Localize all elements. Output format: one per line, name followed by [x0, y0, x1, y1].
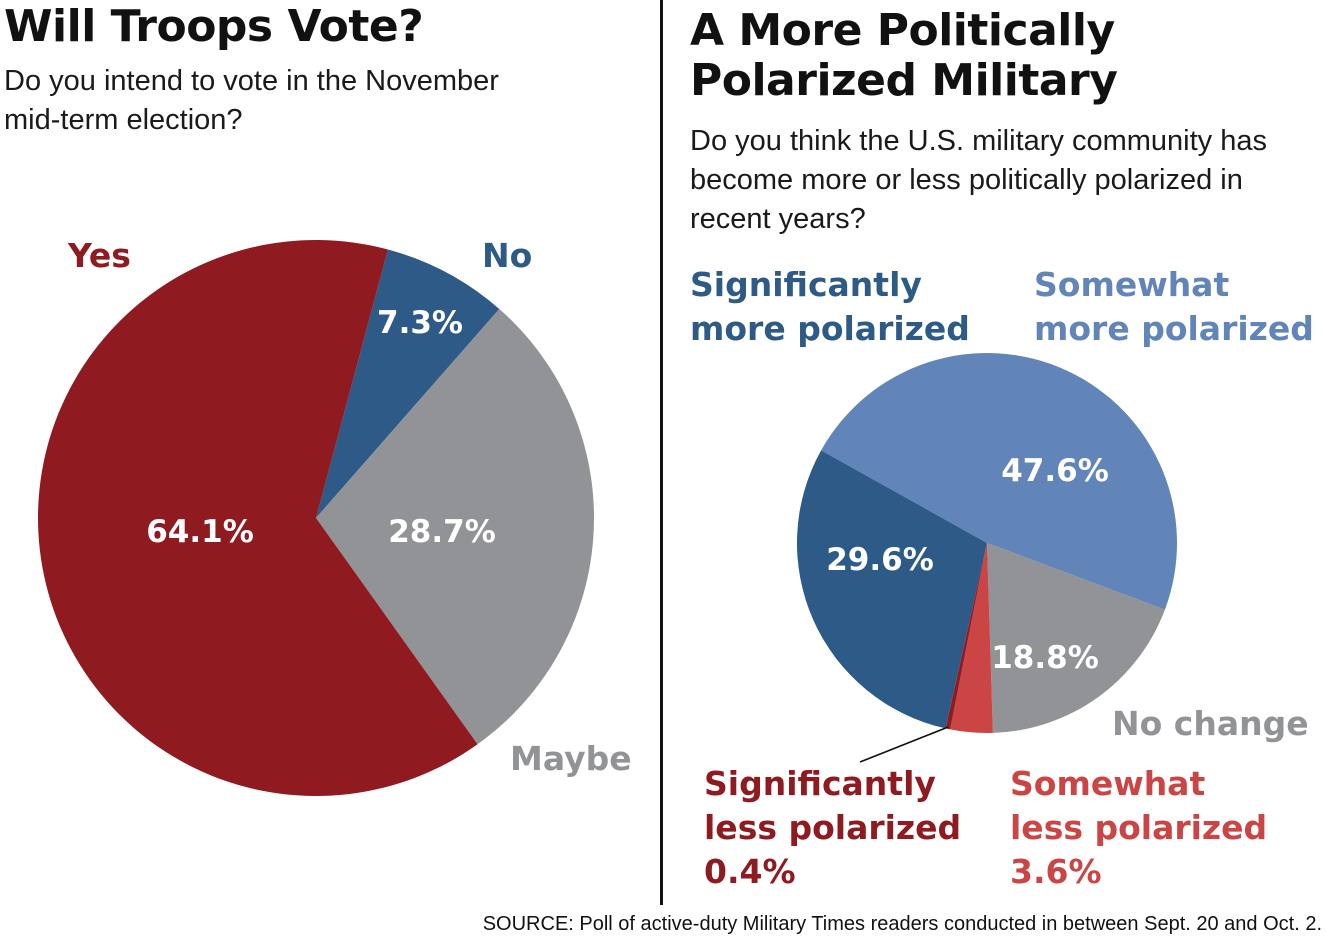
chart1-title: Will Troops Vote?: [4, 1, 424, 52]
chart2-pct-label: 18.8%: [991, 640, 1099, 676]
chart2-slice-no-change: [987, 543, 1165, 733]
source-note: SOURCE: Poll of active-duty Military Tim…: [482, 913, 1322, 935]
chart2-pct-label: 47.6%: [1001, 453, 1109, 489]
chart1-slice-yes: [37, 239, 478, 796]
chart2-category-label: Somewhat less polarized 3.6%: [1010, 764, 1267, 891]
chart2-slice-somewhat-more-polarized: [821, 352, 1178, 610]
chart2-subtitle-line: Do you think the U.S. military community…: [690, 125, 1267, 157]
chart2-subtitle: Do you think the U.S. military community…: [690, 122, 1267, 239]
chart2-slice-significantly-more-polarized: [796, 450, 987, 729]
chart2-category-label: Somewhat more polarized: [1034, 265, 1314, 348]
chart1-category-label: Yes: [67, 236, 131, 275]
chart2-category-label: Significantly less polarized 0.4%: [704, 764, 961, 891]
chart1-pct-label: 28.7%: [388, 514, 496, 550]
chart1-subtitle-line: Do you intend to vote in the November: [4, 65, 499, 97]
chart2-slice-somewhat-less-polarized: [950, 543, 993, 734]
chart1-pct-label: 7.3%: [377, 305, 463, 341]
chart2-subtitle-line: recent years?: [690, 203, 866, 235]
chart1-subtitle: Do you intend to vote in the November mi…: [4, 62, 499, 140]
chart2-category-label: No change: [1112, 704, 1309, 743]
chart1-category-label: Maybe: [510, 739, 632, 778]
panel-divider: [660, 0, 663, 905]
chart2-slice-significantly-less-polarized: [945, 543, 987, 730]
chart2-subtitle-line: become more or less politically polarize…: [690, 164, 1243, 196]
chart2-leader-line: [859, 726, 949, 763]
chart2-title: A More Politically Polarized Military: [690, 5, 1118, 106]
chart2-title-line: Polarized Military: [690, 55, 1118, 106]
chart2-title-line: A More Politically: [690, 5, 1115, 56]
chart2-pct-label: 29.6%: [826, 542, 934, 578]
chart1-slice-no: [316, 249, 500, 518]
chart1-subtitle-line: mid-term election?: [4, 104, 243, 136]
chart1-pct-label: 64.1%: [146, 514, 254, 550]
chart1-category-label: No: [482, 236, 532, 275]
chart2-category-label: Significantly more polarized: [690, 265, 970, 348]
chart1-slice-maybe: [316, 309, 594, 745]
